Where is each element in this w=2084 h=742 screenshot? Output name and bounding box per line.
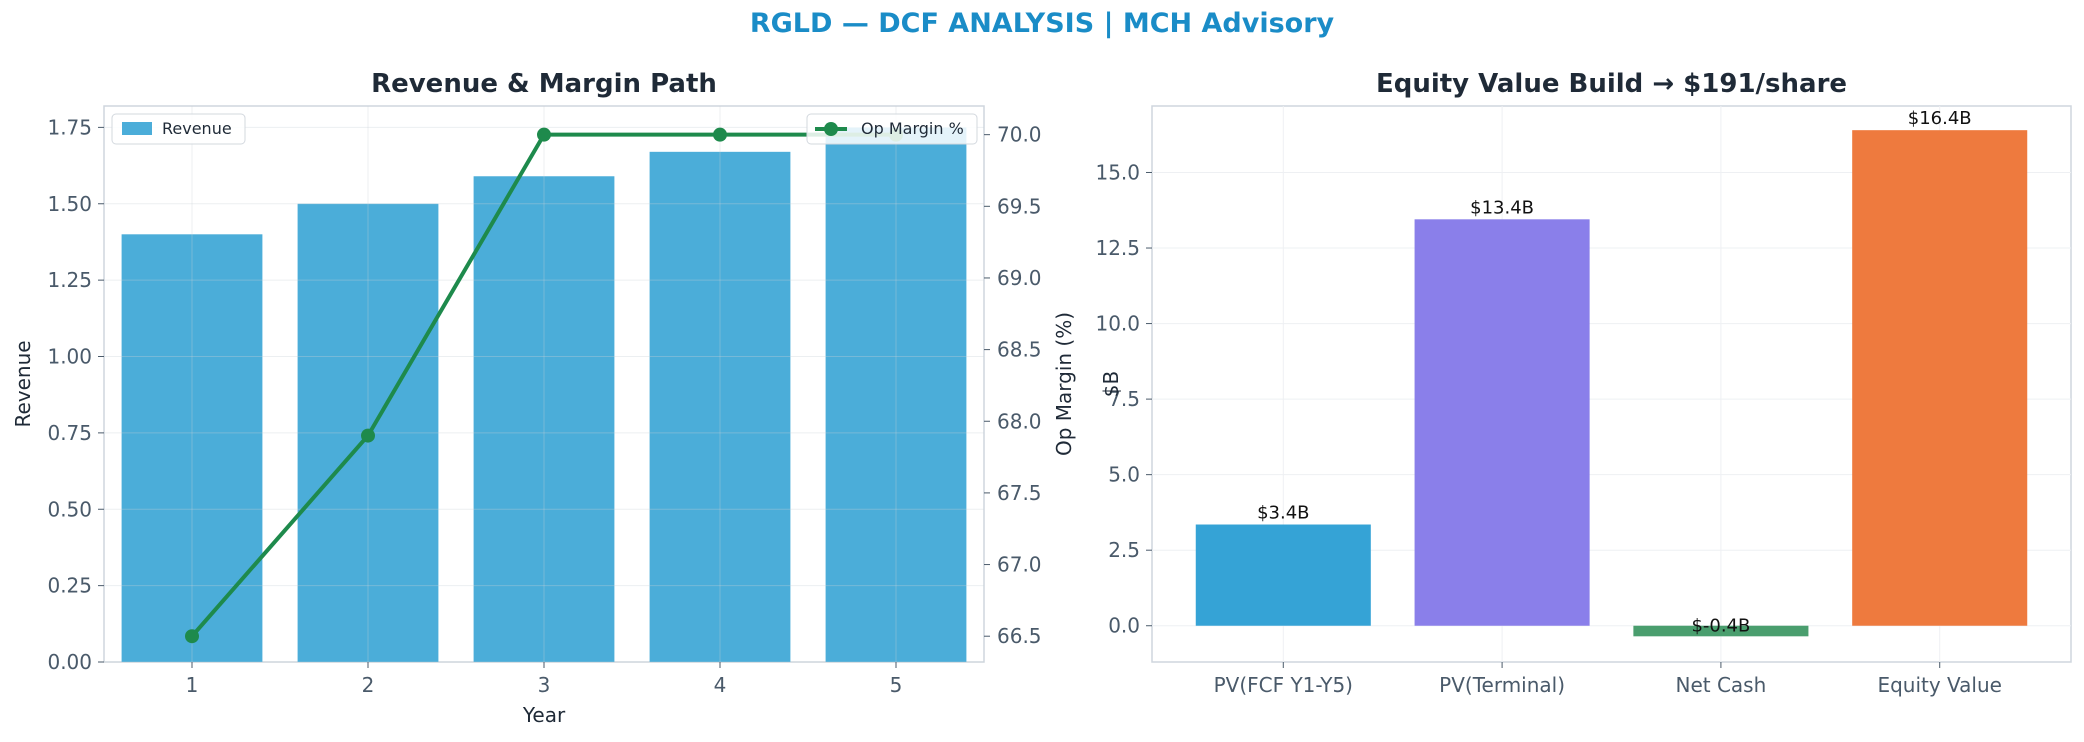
left-x-tick-label: 4 xyxy=(714,673,727,697)
op-margin-point xyxy=(185,629,199,644)
op-margin-point xyxy=(361,428,375,443)
left-y-tick-label: 0.25 xyxy=(47,574,92,598)
left-y-tick-label: 1.25 xyxy=(47,268,92,292)
right-y-axis-label: Op Margin (%) xyxy=(1052,312,1076,456)
right-chart-y-tick-label: 5.0 xyxy=(1108,463,1140,487)
right-chart-y-tick-label: 0.0 xyxy=(1108,614,1140,638)
legend-revenue-swatch xyxy=(122,122,152,135)
figure-title: RGLD — DCF ANALYSIS | MCH Advisory xyxy=(749,8,1335,39)
left-y-axis-label: Revenue xyxy=(11,340,35,427)
op-margin-point xyxy=(713,127,727,142)
left-chart-title: Revenue & Margin Path xyxy=(371,69,717,99)
right-y-tick-label: 70.0 xyxy=(997,123,1042,147)
equity-bar-label: $13.4B xyxy=(1470,197,1534,218)
revenue-bar xyxy=(473,176,615,662)
equity-bar-label: $3.4B xyxy=(1257,503,1309,524)
equity-bar xyxy=(1852,130,2028,626)
revenue-bar xyxy=(825,127,967,662)
left-y-tick-label: 1.00 xyxy=(47,345,92,369)
left-x-tick-label: 5 xyxy=(890,673,903,697)
right-chart-y-tick-label: 15.0 xyxy=(1095,160,1140,184)
right-chart-y-tick-label: 12.5 xyxy=(1095,236,1140,260)
right-chart-title: Equity Value Build → $191/share xyxy=(1376,69,1847,99)
right-y-tick-label: 68.5 xyxy=(997,338,1042,362)
equity-bar xyxy=(1195,524,1371,626)
right-y-tick-label: 68.0 xyxy=(997,409,1042,433)
right-chart-x-tick-label: PV(FCF Y1-Y5) xyxy=(1214,673,1353,697)
equity-bar xyxy=(1414,219,1590,626)
right-chart-y-tick-label: 2.5 xyxy=(1108,538,1140,562)
right-y-tick-label: 67.0 xyxy=(997,553,1042,577)
legend-op-margin-box xyxy=(806,113,978,145)
legend-revenue-box xyxy=(111,113,246,145)
left-y-tick-label: 0.50 xyxy=(47,497,92,521)
right-chart-y-axis-label: $B xyxy=(1099,371,1123,397)
left-x-tick-label: 3 xyxy=(538,673,551,697)
right-y-tick-label: 69.5 xyxy=(997,194,1042,218)
right-chart-x-tick-label: PV(Terminal) xyxy=(1439,673,1565,697)
legend-op-margin-marker xyxy=(824,122,838,136)
left-x-tick-label: 1 xyxy=(186,673,199,697)
legend-revenue-label: Revenue xyxy=(162,119,232,138)
right-chart-x-tick-label: Equity Value xyxy=(1877,673,2002,697)
revenue-bar xyxy=(649,151,791,663)
left-y-tick-label: 1.75 xyxy=(47,115,92,139)
right-y-tick-label: 69.0 xyxy=(997,266,1042,290)
left-x-axis-label: Year xyxy=(522,703,566,727)
right-chart-x-tick-label: Net Cash xyxy=(1676,673,1767,697)
revenue-bar xyxy=(121,234,263,663)
left-x-tick-label: 2 xyxy=(362,673,375,697)
legend-op-margin-label: Op Margin % xyxy=(861,119,964,138)
equity-bar xyxy=(1633,625,1809,637)
right-chart-y-tick-label: 7.5 xyxy=(1108,387,1140,411)
right-y-tick-label: 66.5 xyxy=(997,624,1042,648)
left-y-tick-label: 1.50 xyxy=(47,192,92,216)
left-y-tick-label: 0.00 xyxy=(47,650,92,674)
equity-bar-label: $-0.4B xyxy=(1691,616,1750,637)
equity-bar-label: $16.4B xyxy=(1908,108,1972,129)
left-y-tick-label: 0.75 xyxy=(47,421,92,445)
right-chart-y-tick-label: 10.0 xyxy=(1095,312,1140,336)
right-y-tick-label: 67.5 xyxy=(997,481,1042,505)
op-margin-point xyxy=(537,127,551,142)
